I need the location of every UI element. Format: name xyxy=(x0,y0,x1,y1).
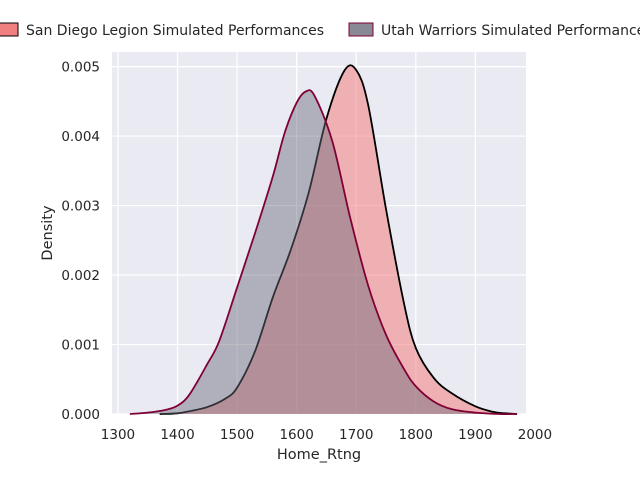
density-fill-series-2 xyxy=(129,90,518,415)
x-axis-label: Home_Rtng xyxy=(277,447,361,463)
x-tick-label: 1500 xyxy=(220,427,254,443)
legend-label: San Diego Legion Simulated Performances xyxy=(26,23,324,39)
y-tick-label: 0.000 xyxy=(61,407,100,423)
density-line-series-2 xyxy=(129,89,518,416)
density-line-series-1 xyxy=(159,64,518,415)
x-tick-label: 1300 xyxy=(101,427,135,443)
legend-label: Utah Warriors Simulated Performances xyxy=(381,23,640,39)
x-tick-label: 1700 xyxy=(339,427,373,443)
y-tick-label: 0.002 xyxy=(61,268,100,284)
legend-swatch xyxy=(348,22,374,37)
legend-swatch xyxy=(0,22,19,37)
density-areas xyxy=(129,64,518,416)
y-tick-label: 0.001 xyxy=(61,338,100,354)
density-fill-series-1 xyxy=(159,65,518,414)
legend: San Diego Legion Simulated Performances U… xyxy=(0,22,640,39)
x-tick-label: 1800 xyxy=(399,427,433,443)
x-tick-label: 2000 xyxy=(518,427,552,443)
tick-labels: 1300 1400 1500 1600 1700 1800 1900 2000 0.000 0.0… xyxy=(61,60,552,443)
x-tick-label: 1900 xyxy=(458,427,492,443)
y-tick-label: 0.003 xyxy=(61,199,100,215)
x-tick-label: 1600 xyxy=(279,427,313,443)
y-tick-label: 0.004 xyxy=(61,129,100,145)
y-axis-label: Density xyxy=(40,205,56,261)
y-tick-label: 0.005 xyxy=(61,60,100,76)
x-tick-label: 1400 xyxy=(160,427,194,443)
